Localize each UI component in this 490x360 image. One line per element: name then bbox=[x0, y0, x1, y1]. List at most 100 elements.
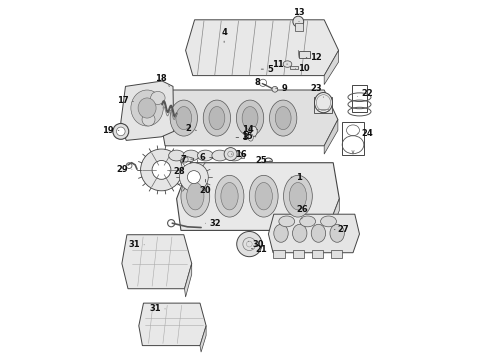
Ellipse shape bbox=[179, 163, 208, 192]
Text: 25: 25 bbox=[255, 156, 270, 165]
Polygon shape bbox=[160, 90, 338, 146]
Ellipse shape bbox=[320, 216, 337, 227]
Ellipse shape bbox=[176, 107, 192, 130]
Text: 32: 32 bbox=[205, 219, 221, 228]
Text: 16: 16 bbox=[231, 150, 246, 158]
Ellipse shape bbox=[212, 150, 228, 161]
Text: 21: 21 bbox=[251, 245, 267, 253]
Ellipse shape bbox=[138, 98, 156, 118]
Text: 5: 5 bbox=[261, 65, 273, 74]
Ellipse shape bbox=[113, 123, 129, 139]
Ellipse shape bbox=[284, 175, 312, 217]
Bar bbox=[352, 85, 367, 112]
Text: 3: 3 bbox=[236, 133, 248, 142]
Polygon shape bbox=[186, 20, 339, 76]
Text: 2: 2 bbox=[185, 124, 196, 133]
Polygon shape bbox=[182, 157, 194, 162]
Text: 28: 28 bbox=[170, 166, 185, 175]
Ellipse shape bbox=[311, 224, 326, 242]
Text: 7: 7 bbox=[181, 154, 194, 163]
Ellipse shape bbox=[170, 100, 197, 136]
Text: 26: 26 bbox=[296, 205, 308, 219]
Ellipse shape bbox=[242, 107, 258, 130]
Text: 24: 24 bbox=[357, 129, 373, 138]
Ellipse shape bbox=[237, 231, 262, 257]
Ellipse shape bbox=[293, 224, 307, 242]
Text: 10: 10 bbox=[295, 64, 310, 73]
Ellipse shape bbox=[215, 175, 244, 217]
Text: 13: 13 bbox=[293, 8, 305, 22]
Text: 29: 29 bbox=[116, 165, 132, 174]
Ellipse shape bbox=[187, 171, 200, 184]
Text: 18: 18 bbox=[154, 74, 170, 86]
Ellipse shape bbox=[250, 126, 257, 136]
Polygon shape bbox=[185, 264, 192, 297]
Polygon shape bbox=[327, 199, 339, 239]
Text: 12: 12 bbox=[306, 53, 321, 62]
Ellipse shape bbox=[183, 150, 199, 161]
Ellipse shape bbox=[169, 150, 185, 161]
Ellipse shape bbox=[330, 224, 344, 242]
Bar bbox=[176, 153, 245, 158]
Text: 9: 9 bbox=[275, 84, 288, 93]
Bar bbox=[315, 97, 333, 113]
Ellipse shape bbox=[131, 90, 163, 126]
Ellipse shape bbox=[249, 175, 278, 217]
Ellipse shape bbox=[187, 183, 204, 210]
Ellipse shape bbox=[141, 149, 182, 191]
Text: 20: 20 bbox=[199, 179, 211, 195]
Ellipse shape bbox=[279, 216, 294, 227]
Text: 30: 30 bbox=[248, 240, 265, 248]
Ellipse shape bbox=[293, 16, 304, 27]
Ellipse shape bbox=[209, 107, 225, 130]
Text: 31: 31 bbox=[149, 305, 165, 313]
Text: 11: 11 bbox=[272, 60, 288, 69]
Ellipse shape bbox=[203, 100, 231, 136]
Ellipse shape bbox=[151, 91, 165, 104]
Text: 14: 14 bbox=[243, 125, 258, 134]
Ellipse shape bbox=[226, 150, 242, 161]
Bar bbox=[294, 23, 303, 31]
Text: 23: 23 bbox=[311, 84, 323, 97]
Bar bbox=[312, 250, 323, 258]
Text: 4: 4 bbox=[221, 28, 227, 42]
Ellipse shape bbox=[289, 183, 307, 210]
Bar bbox=[290, 66, 298, 69]
Ellipse shape bbox=[283, 61, 292, 67]
Ellipse shape bbox=[142, 113, 155, 126]
Ellipse shape bbox=[236, 100, 264, 136]
Bar bbox=[273, 250, 285, 258]
Polygon shape bbox=[121, 81, 174, 140]
Ellipse shape bbox=[274, 224, 288, 242]
Ellipse shape bbox=[275, 107, 291, 130]
Polygon shape bbox=[324, 120, 338, 154]
Text: 19: 19 bbox=[102, 126, 119, 135]
Text: 1: 1 bbox=[291, 173, 302, 181]
Text: 8: 8 bbox=[254, 78, 266, 87]
Ellipse shape bbox=[248, 134, 253, 141]
Text: 31: 31 bbox=[128, 240, 144, 249]
Bar bbox=[299, 51, 310, 58]
Bar bbox=[342, 122, 364, 155]
Ellipse shape bbox=[315, 93, 333, 113]
Polygon shape bbox=[139, 303, 206, 346]
Polygon shape bbox=[200, 326, 206, 352]
Text: 22: 22 bbox=[357, 89, 373, 98]
Ellipse shape bbox=[221, 183, 238, 210]
Text: 6: 6 bbox=[199, 153, 213, 162]
Polygon shape bbox=[176, 163, 339, 230]
Ellipse shape bbox=[117, 127, 125, 136]
Ellipse shape bbox=[300, 216, 316, 227]
Bar bbox=[331, 250, 342, 258]
Ellipse shape bbox=[181, 175, 210, 217]
Ellipse shape bbox=[272, 86, 278, 92]
Ellipse shape bbox=[152, 161, 171, 179]
Bar bbox=[293, 250, 304, 258]
Ellipse shape bbox=[197, 150, 213, 161]
Text: 27: 27 bbox=[334, 225, 349, 234]
Polygon shape bbox=[324, 50, 339, 85]
Ellipse shape bbox=[270, 100, 297, 136]
Ellipse shape bbox=[255, 183, 272, 210]
Text: 17: 17 bbox=[117, 95, 133, 104]
Text: 15: 15 bbox=[241, 132, 256, 141]
